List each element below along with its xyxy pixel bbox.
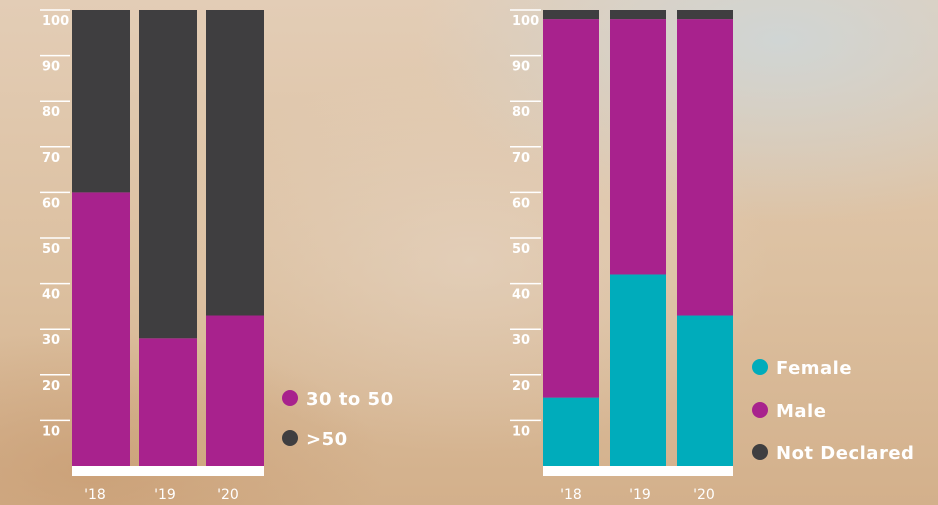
chart2-ytick-label-40: 40 <box>512 288 530 303</box>
chart2-bar-1-series-1 <box>610 19 666 275</box>
chart2-bar-1-series-0 <box>610 274 666 466</box>
chart1-ytick-label-40: 40 <box>42 288 60 303</box>
chart1-legend-label-0: 30 to 50 <box>306 389 394 410</box>
chart1-bar-1-series-0 <box>139 338 197 466</box>
chart2-bar-2-series-2 <box>677 10 733 20</box>
chart1-legend-marker-0 <box>282 390 298 406</box>
chart1-ytick-label-30: 30 <box>42 333 60 348</box>
chart1-bar-0-series-1 <box>72 10 130 193</box>
chart1-legend-label-1: >50 <box>306 429 348 450</box>
chart2-legend-label-1: Male <box>776 401 826 422</box>
chart2-category-label-0: '18 <box>560 487 582 503</box>
chart1-category-label-0: '18 <box>84 487 106 503</box>
chart2-ytick-label-30: 30 <box>512 333 530 348</box>
chart1-ytick-label-10: 10 <box>42 424 60 439</box>
chart2-legend-marker-0 <box>752 359 768 375</box>
chart2-bar-1-series-2 <box>610 10 666 20</box>
chart1-ytick-label-100: 100 <box>42 14 69 29</box>
chart2-legend-label-0: Female <box>776 358 852 379</box>
chart1-bar-2-series-1 <box>206 10 264 316</box>
chart1-legend-marker-1 <box>282 430 298 446</box>
chart2-bar-2-series-1 <box>677 19 733 316</box>
chart2-bar-0-series-0 <box>543 397 599 466</box>
chart2-ytick-label-90: 90 <box>512 60 530 75</box>
chart1-ytick-label-80: 80 <box>42 105 60 120</box>
chart2-ytick-label-100: 100 <box>512 14 539 29</box>
chart2-category-label-1: '19 <box>629 487 651 503</box>
chart2-legend-marker-1 <box>752 402 768 418</box>
chart2-ytick-label-50: 50 <box>512 242 530 257</box>
chart1-category-label-1: '19 <box>154 487 176 503</box>
chart1-bar-1-series-1 <box>139 10 197 339</box>
chart2-bar-0-series-2 <box>543 10 599 20</box>
chart2-ytick-label-80: 80 <box>512 105 530 120</box>
chart2-legend-marker-2 <box>752 444 768 460</box>
chart1-bar-0-series-0 <box>72 192 130 466</box>
chart1-ytick-label-50: 50 <box>42 242 60 257</box>
chart2-category-label-2: '20 <box>693 487 715 503</box>
chart2-baseline <box>543 466 733 476</box>
chart2-bar-2-series-0 <box>677 315 733 466</box>
chart2-legend-label-2: Not Declared <box>776 443 914 464</box>
chart2-ytick-label-10: 10 <box>512 424 530 439</box>
chart2-ytick-label-60: 60 <box>512 196 530 211</box>
chart2-ytick-label-20: 20 <box>512 379 530 394</box>
chart2-bar-0-series-1 <box>543 19 599 398</box>
chart1-ytick-label-20: 20 <box>42 379 60 394</box>
chart1-baseline <box>72 466 264 476</box>
chart2-ytick-label-70: 70 <box>512 151 530 166</box>
chart1-ytick-label-70: 70 <box>42 151 60 166</box>
chart1-bar-2-series-0 <box>206 315 264 466</box>
chart1-category-label-2: '20 <box>217 487 239 503</box>
chart1-ytick-label-60: 60 <box>42 196 60 211</box>
chart1-ytick-label-90: 90 <box>42 60 60 75</box>
